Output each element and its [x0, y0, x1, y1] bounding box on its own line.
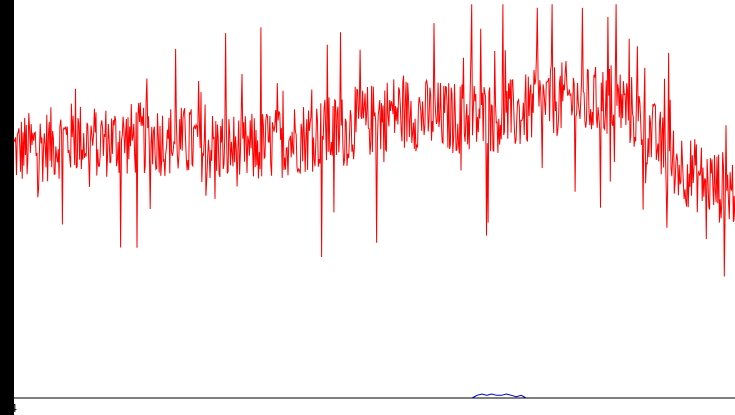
y-tick-label: 0	[1, 398, 14, 405]
y-tick-label: 296	[1, 26, 14, 47]
y-tick-label: 59	[1, 319, 14, 333]
y-tick-label: 148	[1, 201, 14, 222]
y-tick-label: 207	[1, 122, 14, 143]
series-layer	[13, 4, 735, 399]
y-axis-strip	[0, 0, 14, 415]
y-tick-label: 236	[1, 83, 14, 104]
x-tick-label: 14:14	[0, 402, 17, 415]
y-tick-label: 88	[1, 281, 14, 295]
y-tick-label: 118	[1, 241, 14, 262]
x-axis-ticks: 14:0114:0214:0314:0414:0514:0614:0714:08…	[0, 398, 17, 415]
series-line	[13, 4, 735, 277]
y-tick-label: 29	[1, 359, 14, 373]
y-tick-label: 177	[1, 162, 14, 183]
series-line	[471, 393, 527, 399]
y-tick-label: 266	[1, 43, 14, 64]
